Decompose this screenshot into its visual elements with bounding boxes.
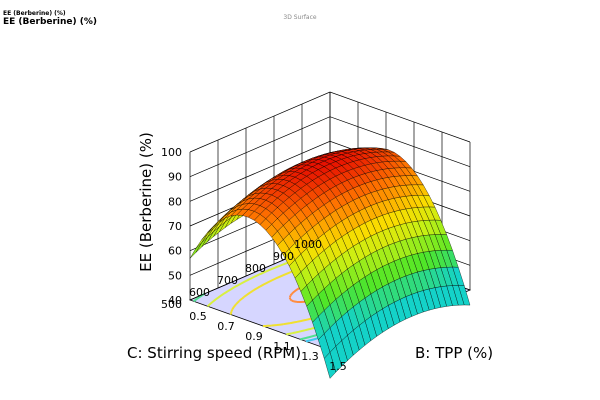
y-tick-label: 500 bbox=[161, 298, 182, 311]
tick-labels: 40 50 60 70 80 90 100 0.5 0.7 0.9 1.1 1.3 1.5 500 600 7… bbox=[161, 146, 347, 373]
surface-patch bbox=[324, 351, 336, 379]
header-center-title: 3D Surface bbox=[283, 14, 317, 21]
header-small-title: EE (Berberine) (%) bbox=[3, 10, 66, 17]
z-tick-label: 70 bbox=[168, 220, 182, 233]
x-tick-label: 0.5 bbox=[189, 310, 207, 323]
x-tick-label: 0.9 bbox=[245, 330, 263, 343]
x-tick-label: 0.7 bbox=[217, 320, 235, 333]
surface-patch bbox=[195, 236, 208, 253]
x-tick-label: 1.3 bbox=[301, 350, 319, 363]
y-tick-label: 700 bbox=[217, 274, 238, 287]
response-surface bbox=[189, 147, 471, 379]
y-tick-label: 600 bbox=[189, 286, 210, 299]
z-tick-label: 40 bbox=[168, 294, 182, 307]
y-tick-label: 800 bbox=[245, 262, 266, 275]
y-tick-label: 1000 bbox=[294, 238, 322, 251]
z-tick-label: 90 bbox=[168, 171, 182, 184]
y-axis-label: C: Stirring speed (RPM) bbox=[127, 344, 301, 362]
y-tick-label: 900 bbox=[273, 250, 294, 263]
z-tick-label: 60 bbox=[168, 245, 182, 258]
z-tick-label: 100 bbox=[161, 146, 182, 159]
z-tick-label: 80 bbox=[168, 195, 182, 208]
z-tick-label: 50 bbox=[168, 269, 182, 282]
x-tick-label: 1.5 bbox=[329, 360, 347, 373]
x-axis-label: B: TPP (%) bbox=[415, 344, 493, 362]
z-axis-label: EE (Berberine) (%) bbox=[137, 132, 155, 272]
surface-patch bbox=[189, 242, 202, 259]
header-main-title: EE (Berberine) (%) bbox=[3, 17, 98, 27]
x-tick-label: 1.1 bbox=[273, 340, 291, 353]
